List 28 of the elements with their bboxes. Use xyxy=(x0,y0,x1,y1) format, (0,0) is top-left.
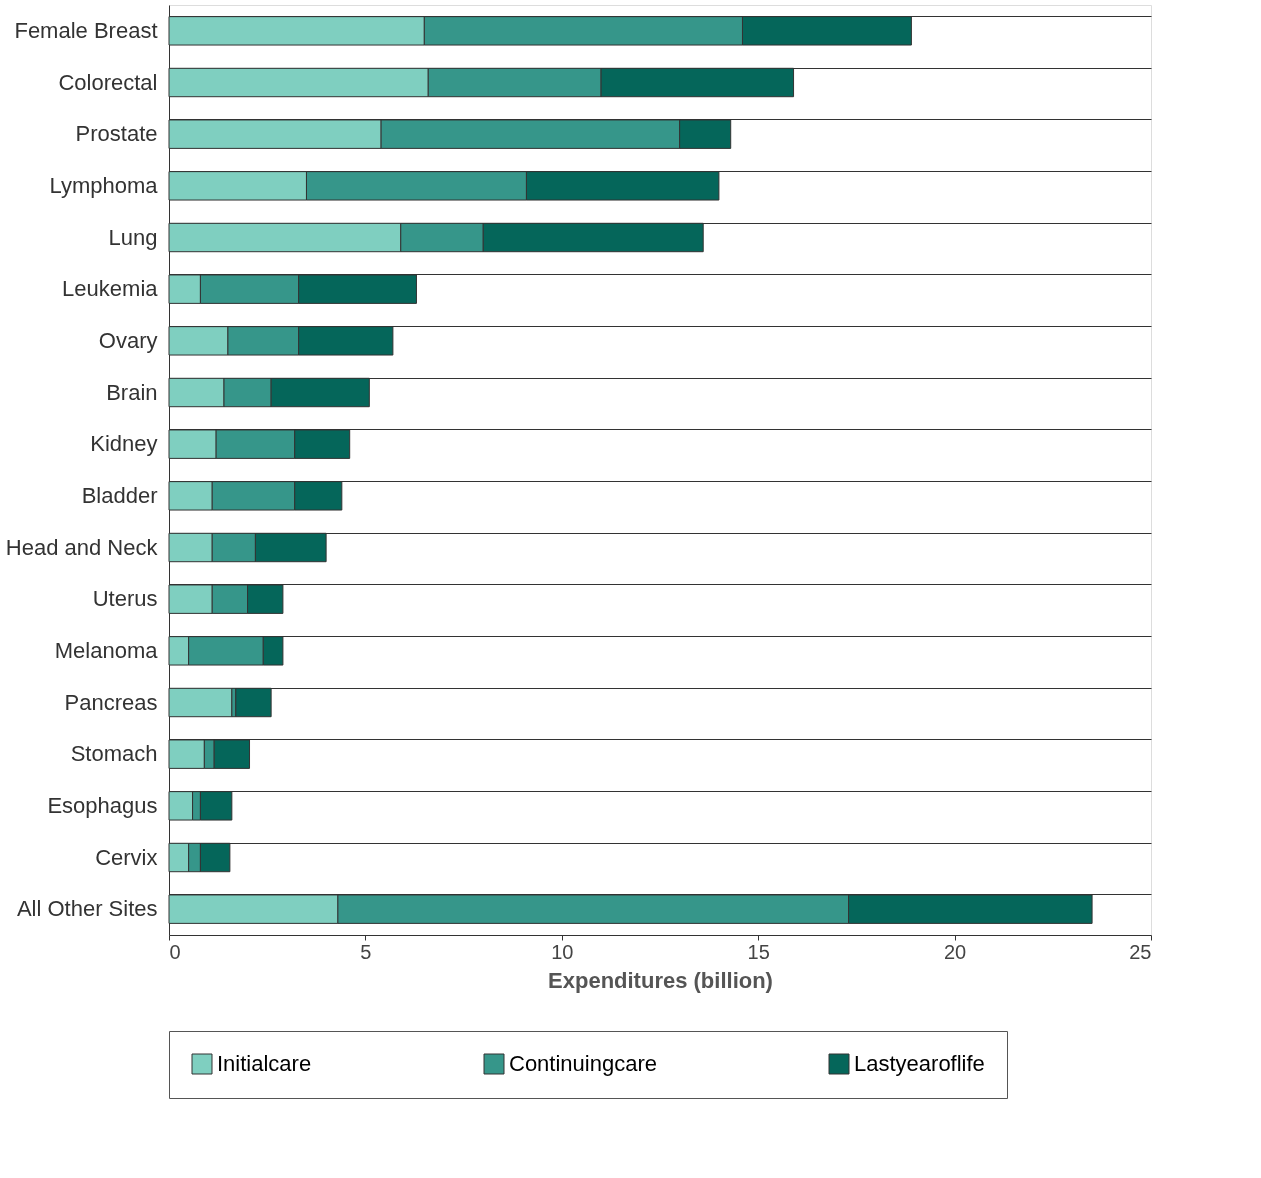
y-tick-label: Bladder xyxy=(81,482,158,508)
y-tick-label: Uterus xyxy=(92,586,158,612)
y-tick-label: Head and Neck xyxy=(5,534,159,560)
x-tick-label: 15 xyxy=(747,940,770,963)
y-tick-label: Prostate xyxy=(75,121,158,147)
y-tick-label: Ovary xyxy=(98,327,158,353)
y-tick-label: Stomach xyxy=(70,741,158,767)
y-tick-label: Colorectal xyxy=(58,69,158,95)
y-tick-label: Lung xyxy=(108,224,158,250)
y-tick-label: Pancreas xyxy=(64,689,158,715)
y-tick-label: Leukemia xyxy=(62,276,159,302)
y-tick-label: Lymphoma xyxy=(49,172,159,198)
y-tick-label: Melanoma xyxy=(54,637,159,663)
x-tick-label: 10 xyxy=(551,940,574,963)
x-tick-label: 25 xyxy=(1129,940,1152,963)
legend-label: Continuingcare xyxy=(509,1051,657,1076)
y-tick-label: Female Breast xyxy=(14,17,158,43)
y-tick-label: Cervix xyxy=(95,844,158,870)
y-tick-label: All Other Sites xyxy=(16,896,158,922)
y-tick-label: Esophagus xyxy=(47,792,158,818)
x-tick-label: 0 xyxy=(169,940,181,963)
legend-label: Lastyearoflife xyxy=(854,1051,985,1076)
x-tick-label: 5 xyxy=(360,940,372,963)
y-tick-label: Brain xyxy=(106,379,158,405)
x-axis-title: Expenditures (billion) xyxy=(548,967,773,993)
x-tick-label: 20 xyxy=(943,940,967,963)
legend-label: Initialcare xyxy=(217,1051,312,1076)
y-tick-label: Kidney xyxy=(90,431,158,457)
